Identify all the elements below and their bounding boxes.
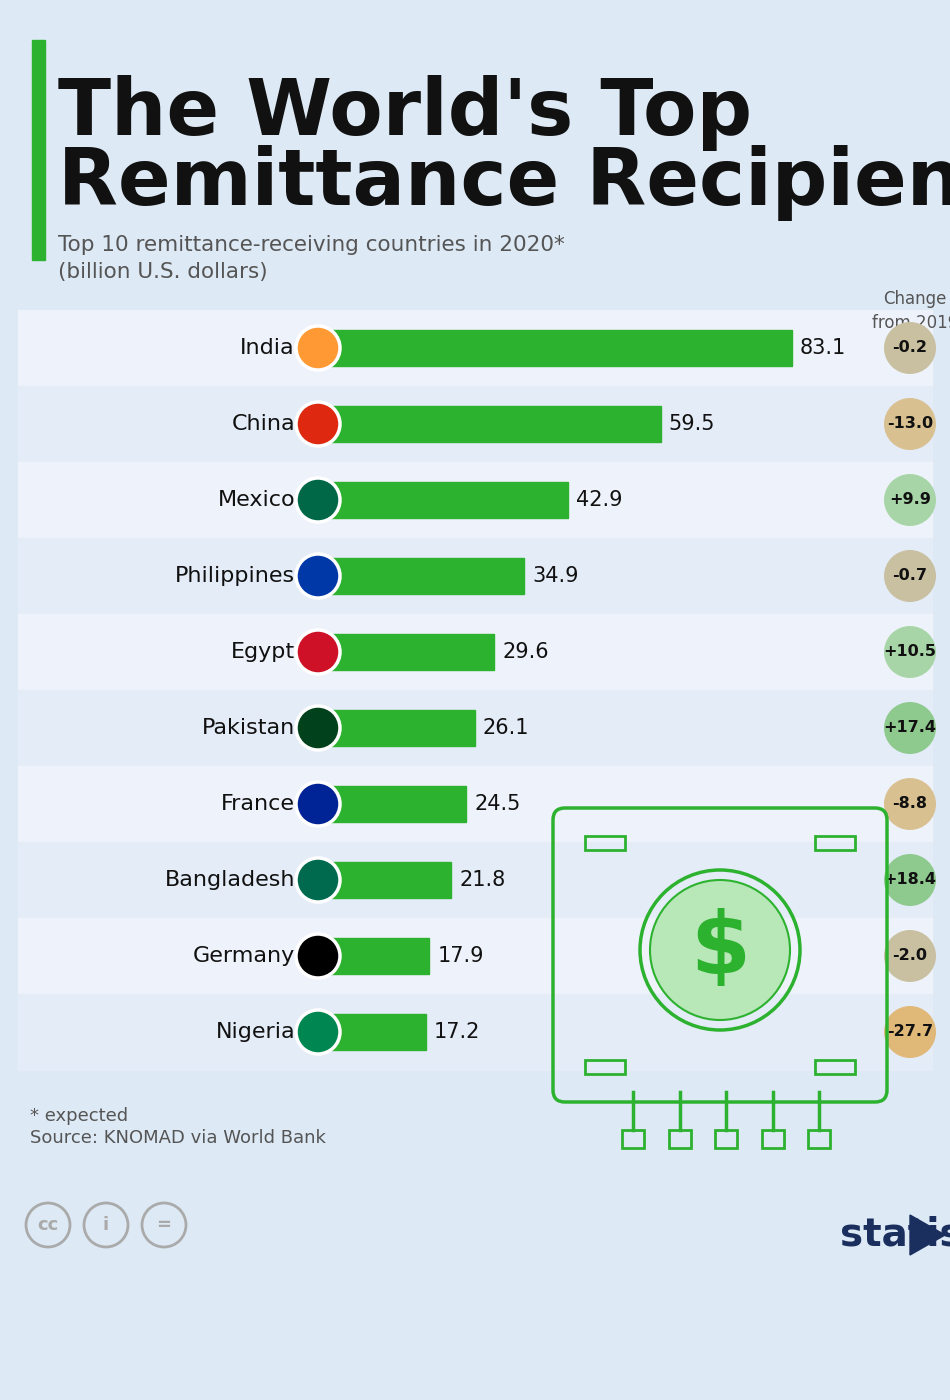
Text: 24.5: 24.5 <box>474 794 521 813</box>
Text: i: i <box>103 1217 109 1233</box>
Bar <box>669 1130 691 1148</box>
Text: $: $ <box>690 909 750 991</box>
Text: Pakistan: Pakistan <box>201 718 295 738</box>
Bar <box>762 1130 784 1148</box>
Bar <box>18 994 932 1070</box>
Circle shape <box>884 550 936 602</box>
Text: India: India <box>240 337 295 358</box>
Bar <box>815 1060 855 1074</box>
Text: France: France <box>221 794 295 813</box>
Bar <box>330 710 475 746</box>
Circle shape <box>884 778 936 830</box>
Text: -0.2: -0.2 <box>892 340 927 356</box>
Circle shape <box>296 630 340 673</box>
Text: +10.5: +10.5 <box>884 644 937 659</box>
Text: -27.7: -27.7 <box>887 1025 933 1039</box>
Circle shape <box>296 934 340 979</box>
Circle shape <box>296 1009 340 1054</box>
Text: -2.0: -2.0 <box>892 949 927 963</box>
Circle shape <box>884 854 936 906</box>
Bar <box>18 690 932 766</box>
Text: -13.0: -13.0 <box>887 417 933 431</box>
Bar <box>585 836 625 850</box>
Bar <box>18 766 932 841</box>
Circle shape <box>884 701 936 755</box>
Bar <box>18 538 932 615</box>
Circle shape <box>884 398 936 449</box>
Text: * expected: * expected <box>30 1107 128 1126</box>
Circle shape <box>884 626 936 678</box>
Circle shape <box>884 475 936 526</box>
Circle shape <box>296 402 340 447</box>
Text: The World's Top: The World's Top <box>58 76 752 151</box>
Text: 34.9: 34.9 <box>532 566 579 587</box>
Bar <box>330 938 429 974</box>
Bar <box>330 1014 426 1050</box>
Bar <box>715 1130 737 1148</box>
Circle shape <box>884 322 936 374</box>
Circle shape <box>884 930 936 981</box>
Text: Change
from 2019: Change from 2019 <box>872 290 950 332</box>
Text: -8.8: -8.8 <box>892 797 927 812</box>
Circle shape <box>296 706 340 750</box>
Circle shape <box>296 858 340 902</box>
Circle shape <box>884 1007 936 1058</box>
Bar <box>808 1130 830 1148</box>
Circle shape <box>296 477 340 522</box>
Bar <box>18 462 932 538</box>
Bar <box>18 918 932 994</box>
Bar <box>330 785 466 822</box>
Text: Mexico: Mexico <box>218 490 295 510</box>
Text: 42.9: 42.9 <box>577 490 623 510</box>
Bar <box>330 406 660 442</box>
Text: statista: statista <box>840 1217 950 1254</box>
Text: cc: cc <box>37 1217 59 1233</box>
Polygon shape <box>910 1215 945 1254</box>
Text: Source: KNOMAD via World Bank: Source: KNOMAD via World Bank <box>30 1128 326 1147</box>
Text: Germany: Germany <box>193 946 295 966</box>
Bar <box>330 862 451 897</box>
Text: +9.9: +9.9 <box>889 493 931 508</box>
Bar <box>18 309 932 386</box>
Bar <box>585 1060 625 1074</box>
Text: (billion U.S. dollars): (billion U.S. dollars) <box>58 262 268 281</box>
Text: 83.1: 83.1 <box>800 337 846 358</box>
Circle shape <box>650 881 790 1021</box>
Text: 21.8: 21.8 <box>459 869 505 890</box>
Bar <box>622 1130 644 1148</box>
Text: Egypt: Egypt <box>231 643 295 662</box>
Bar <box>330 330 791 365</box>
Text: Remittance Recipients: Remittance Recipients <box>58 146 950 221</box>
Text: +17.4: +17.4 <box>884 721 937 735</box>
Circle shape <box>296 554 340 598</box>
Circle shape <box>296 783 340 826</box>
Text: 17.2: 17.2 <box>433 1022 480 1042</box>
Bar <box>330 634 494 671</box>
Text: 26.1: 26.1 <box>483 718 529 738</box>
Circle shape <box>296 326 340 370</box>
Bar <box>330 482 568 518</box>
Text: 29.6: 29.6 <box>503 643 549 662</box>
Text: Bangladesh: Bangladesh <box>164 869 295 890</box>
Bar <box>18 841 932 918</box>
Text: =: = <box>157 1217 172 1233</box>
Text: Philippines: Philippines <box>175 566 295 587</box>
Text: Nigeria: Nigeria <box>216 1022 295 1042</box>
Text: -0.7: -0.7 <box>892 568 927 584</box>
Bar <box>815 836 855 850</box>
Text: Top 10 remittance-receiving countries in 2020*: Top 10 remittance-receiving countries in… <box>58 235 564 255</box>
Text: China: China <box>232 414 295 434</box>
Text: 59.5: 59.5 <box>669 414 715 434</box>
Text: +18.4: +18.4 <box>884 872 937 888</box>
Bar <box>32 41 45 260</box>
Bar <box>330 559 523 594</box>
Bar <box>18 386 932 462</box>
Bar <box>18 615 932 690</box>
Text: 17.9: 17.9 <box>437 946 484 966</box>
